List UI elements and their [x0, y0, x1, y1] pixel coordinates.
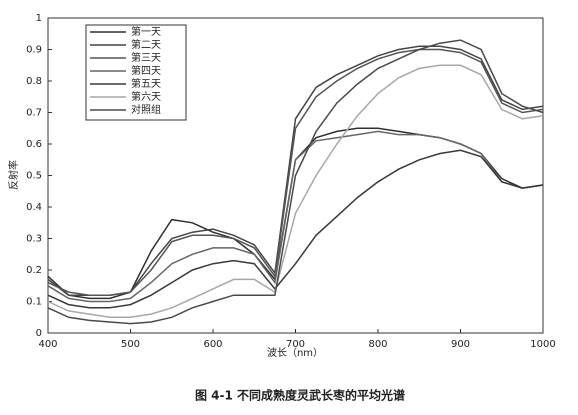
y-tick-label: 0.1 — [26, 297, 42, 308]
y-tick-label: 0.4 — [26, 202, 42, 213]
series-line — [47, 39, 544, 325]
y-tick-label: 0.7 — [26, 108, 42, 119]
y-tick-label: 1 — [36, 13, 42, 24]
y-axis-label: 反射率 — [7, 160, 20, 190]
x-tick-label: 900 — [451, 339, 470, 350]
x-tick-label: 500 — [121, 339, 140, 350]
y-tick-label: 0.2 — [26, 265, 42, 276]
y-tick-label: 0.3 — [26, 234, 42, 245]
y-tick-label: 0.6 — [26, 139, 42, 150]
x-tick-label: 700 — [286, 339, 305, 350]
legend-label: 第一天 — [131, 25, 161, 38]
legend-label: 第五天 — [131, 77, 161, 90]
legend-label: 第四天 — [131, 64, 161, 77]
chart-title: 图 4-1 不同成熟度灵武长枣的平均光谱 — [195, 388, 405, 403]
series-line — [47, 149, 544, 309]
y-tick-label: 0.8 — [26, 76, 42, 87]
x-tick-label: 600 — [203, 339, 222, 350]
series-line — [47, 64, 544, 319]
x-axis-label: 波长（nm） — [267, 346, 323, 359]
legend-box — [85, 24, 187, 121]
legend-label: 第二天 — [131, 38, 161, 51]
x-tick-label: 1000 — [530, 339, 555, 350]
x-tick-label: 400 — [38, 339, 57, 350]
y-tick-label: 0 — [36, 328, 42, 339]
series-line — [47, 130, 544, 303]
legend-label: 对照组 — [131, 103, 161, 116]
legend-label: 第三天 — [131, 51, 161, 64]
series-line — [47, 48, 544, 296]
legend-label: 第六天 — [131, 90, 161, 103]
x-tick-label: 800 — [368, 339, 387, 350]
y-tick-label: 0.5 — [26, 171, 42, 182]
y-tick-label: 0.9 — [26, 45, 42, 56]
